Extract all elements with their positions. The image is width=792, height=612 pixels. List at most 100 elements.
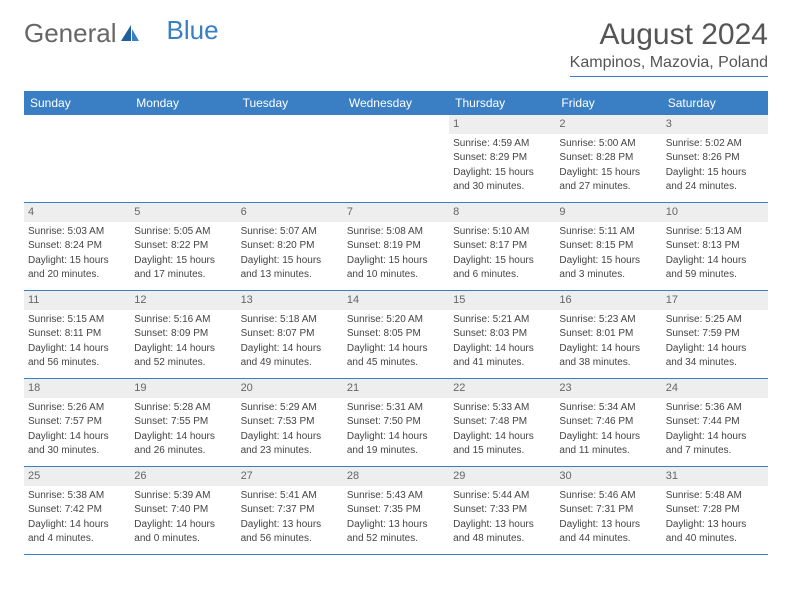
day-info: Sunrise: 5:21 AMSunset: 8:03 PMDaylight:…	[453, 313, 551, 370]
sunset-line: Sunset: 7:28 PM	[666, 503, 764, 517]
sunset-line: Sunset: 7:40 PM	[134, 503, 232, 517]
daylight-line-2: and 30 minutes.	[28, 444, 126, 458]
daylight-line-2: and 17 minutes.	[134, 268, 232, 282]
empty-cell	[130, 115, 236, 203]
day-info: Sunrise: 4:59 AMSunset: 8:29 PMDaylight:…	[453, 137, 551, 194]
day-cell: 29Sunrise: 5:44 AMSunset: 7:33 PMDayligh…	[449, 467, 555, 555]
day-info: Sunrise: 5:23 AMSunset: 8:01 PMDaylight:…	[559, 313, 657, 370]
day-number: 2	[555, 115, 661, 134]
sunset-line: Sunset: 7:55 PM	[134, 415, 232, 429]
daylight-line-2: and 45 minutes.	[347, 356, 445, 370]
daylight-line-2: and 52 minutes.	[347, 532, 445, 546]
day-number: 6	[237, 203, 343, 222]
daylight-line-2: and 34 minutes.	[666, 356, 764, 370]
daylight-line-2: and 59 minutes.	[666, 268, 764, 282]
daylight-line-2: and 30 minutes.	[453, 180, 551, 194]
sunrise-line: Sunrise: 5:23 AM	[559, 313, 657, 327]
daylight-line-2: and 0 minutes.	[134, 532, 232, 546]
sunrise-line: Sunrise: 5:29 AM	[241, 401, 339, 415]
daylight-line-1: Daylight: 14 hours	[28, 342, 126, 356]
day-cell: 23Sunrise: 5:34 AMSunset: 7:46 PMDayligh…	[555, 379, 661, 467]
day-info: Sunrise: 5:13 AMSunset: 8:13 PMDaylight:…	[666, 225, 764, 282]
dow-header: Friday	[555, 91, 661, 115]
sunset-line: Sunset: 7:37 PM	[241, 503, 339, 517]
day-info: Sunrise: 5:08 AMSunset: 8:19 PMDaylight:…	[347, 225, 445, 282]
day-cell: 19Sunrise: 5:28 AMSunset: 7:55 PMDayligh…	[130, 379, 236, 467]
day-cell: 22Sunrise: 5:33 AMSunset: 7:48 PMDayligh…	[449, 379, 555, 467]
day-cell: 11Sunrise: 5:15 AMSunset: 8:11 PMDayligh…	[24, 291, 130, 379]
day-number: 9	[555, 203, 661, 222]
sunset-line: Sunset: 7:57 PM	[28, 415, 126, 429]
daylight-line-1: Daylight: 15 hours	[241, 254, 339, 268]
daylight-line-1: Daylight: 14 hours	[134, 518, 232, 532]
day-cell: 2 Sunrise: 5:00 AMSunset: 8:28 PMDaylight…	[555, 115, 661, 203]
sunset-line: Sunset: 8:13 PM	[666, 239, 764, 253]
day-cell: 1 Sunrise: 4:59 AMSunset: 8:29 PMDaylight…	[449, 115, 555, 203]
day-info: Sunrise: 5:02 AMSunset: 8:26 PMDaylight:…	[666, 137, 764, 194]
dow-header: Tuesday	[237, 91, 343, 115]
day-info: Sunrise: 5:38 AMSunset: 7:42 PMDaylight:…	[28, 489, 126, 546]
daylight-line-1: Daylight: 14 hours	[666, 342, 764, 356]
sunset-line: Sunset: 8:24 PM	[28, 239, 126, 253]
title-block: August 2024 Kampinos, Mazovia, Poland	[570, 18, 768, 77]
day-number: 11	[24, 291, 130, 310]
sunrise-line: Sunrise: 5:48 AM	[666, 489, 764, 503]
daylight-line-1: Daylight: 13 hours	[559, 518, 657, 532]
day-cell: 25Sunrise: 5:38 AMSunset: 7:42 PMDayligh…	[24, 467, 130, 555]
sunset-line: Sunset: 7:42 PM	[28, 503, 126, 517]
daylight-line-2: and 26 minutes.	[134, 444, 232, 458]
sunset-line: Sunset: 7:48 PM	[453, 415, 551, 429]
daylight-line-1: Daylight: 14 hours	[241, 430, 339, 444]
daylight-line-2: and 3 minutes.	[559, 268, 657, 282]
dow-header: Wednesday	[343, 91, 449, 115]
daylight-line-2: and 38 minutes.	[559, 356, 657, 370]
sunrise-line: Sunrise: 5:00 AM	[559, 137, 657, 151]
daylight-line-2: and 13 minutes.	[241, 268, 339, 282]
daylight-line-2: and 40 minutes.	[666, 532, 764, 546]
sunset-line: Sunset: 8:22 PM	[134, 239, 232, 253]
daylight-line-1: Daylight: 14 hours	[666, 430, 764, 444]
daylight-line-1: Daylight: 13 hours	[347, 518, 445, 532]
empty-cell	[24, 115, 130, 203]
sunset-line: Sunset: 8:28 PM	[559, 151, 657, 165]
sunrise-line: Sunrise: 5:13 AM	[666, 225, 764, 239]
daylight-line-1: Daylight: 15 hours	[28, 254, 126, 268]
day-number: 19	[130, 379, 236, 398]
sunset-line: Sunset: 8:05 PM	[347, 327, 445, 341]
day-number: 1	[449, 115, 555, 134]
day-info: Sunrise: 5:03 AMSunset: 8:24 PMDaylight:…	[28, 225, 126, 282]
day-cell: 4Sunrise: 5:03 AMSunset: 8:24 PMDaylight…	[24, 203, 130, 291]
sunset-line: Sunset: 7:44 PM	[666, 415, 764, 429]
day-number: 20	[237, 379, 343, 398]
daylight-line-1: Daylight: 15 hours	[347, 254, 445, 268]
sunset-line: Sunset: 8:20 PM	[241, 239, 339, 253]
daylight-line-2: and 15 minutes.	[453, 444, 551, 458]
daylight-line-2: and 56 minutes.	[28, 356, 126, 370]
sunrise-line: Sunrise: 4:59 AM	[453, 137, 551, 151]
day-info: Sunrise: 5:07 AMSunset: 8:20 PMDaylight:…	[241, 225, 339, 282]
day-cell: 18Sunrise: 5:26 AMSunset: 7:57 PMDayligh…	[24, 379, 130, 467]
daylight-line-1: Daylight: 14 hours	[453, 430, 551, 444]
day-number: 3	[662, 115, 768, 134]
daylight-line-2: and 7 minutes.	[666, 444, 764, 458]
sunset-line: Sunset: 8:07 PM	[241, 327, 339, 341]
daylight-line-2: and 4 minutes.	[28, 532, 126, 546]
sunrise-line: Sunrise: 5:41 AM	[241, 489, 339, 503]
daylight-line-1: Daylight: 13 hours	[241, 518, 339, 532]
month-title: August 2024	[570, 18, 768, 52]
daylight-line-2: and 56 minutes.	[241, 532, 339, 546]
day-number: 23	[555, 379, 661, 398]
sunset-line: Sunset: 7:35 PM	[347, 503, 445, 517]
day-cell: 26Sunrise: 5:39 AMSunset: 7:40 PMDayligh…	[130, 467, 236, 555]
day-number: 5	[130, 203, 236, 222]
sunset-line: Sunset: 8:11 PM	[28, 327, 126, 341]
daylight-line-1: Daylight: 14 hours	[28, 430, 126, 444]
header: General Blue August 2024 Kampinos, Mazov…	[24, 18, 768, 77]
daylight-line-2: and 11 minutes.	[559, 444, 657, 458]
daylight-line-2: and 10 minutes.	[347, 268, 445, 282]
daylight-line-2: and 24 minutes.	[666, 180, 764, 194]
sunrise-line: Sunrise: 5:34 AM	[559, 401, 657, 415]
day-number: 10	[662, 203, 768, 222]
daylight-line-2: and 20 minutes.	[28, 268, 126, 282]
day-info: Sunrise: 5:00 AMSunset: 8:28 PMDaylight:…	[559, 137, 657, 194]
